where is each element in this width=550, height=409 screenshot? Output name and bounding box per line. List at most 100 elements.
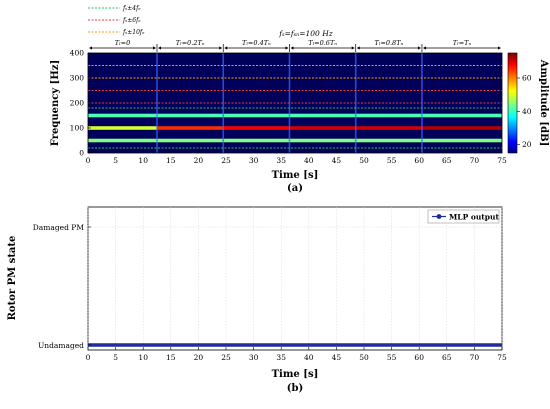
segment-arrowhead-left-1: [158, 46, 161, 50]
state-x-tick-4: 20: [194, 353, 204, 362]
band-2-segment-5: [421, 113, 502, 118]
state-plot-y-ticks: Undamaged Damaged PM: [33, 223, 91, 350]
state-x-tick-2: 10: [138, 353, 148, 362]
segment-arrowhead-right-0: [153, 46, 156, 50]
spectrogram-y-tick-3: 300: [70, 74, 85, 83]
segment-label-4: Tₗ=0.8Tₙ: [375, 39, 404, 47]
colorbar-tick-2: 60: [522, 74, 532, 83]
harmonic-lines: [88, 65, 502, 149]
spectrogram-x-tick-0: 0: [86, 156, 91, 165]
segment-arrowhead-right-4: [417, 46, 421, 50]
state-plot-y-label: Rotor PM state: [7, 236, 18, 321]
spectrogram-y-tick-2: 200: [70, 99, 85, 108]
state-x-tick-10: 50: [359, 353, 369, 362]
state-plot-x-label: Time [s]: [272, 369, 319, 380]
segment-arrowhead-right-2: [285, 46, 289, 50]
spectrogram-x-tick-13: 65: [442, 156, 452, 165]
spectrogram-x-tick-10: 50: [359, 156, 369, 165]
state-x-tick-14: 70: [470, 353, 480, 362]
state-x-tick-11: 55: [387, 353, 397, 362]
segment-arrowhead-left-3: [290, 46, 294, 50]
spectrogram-x-tick-8: 40: [304, 156, 314, 165]
segment-arrowhead-left-5: [422, 46, 426, 50]
colorbar-tick-1: 40: [522, 107, 532, 116]
state-plot-area: [87, 206, 503, 351]
band-2-segment-0: [88, 113, 157, 118]
band-0-segment-2: [223, 126, 290, 130]
band-0-segment-4: [355, 126, 422, 130]
colorbar-ticks: 20 40 60: [517, 74, 532, 149]
state-y-tick-0: Undamaged: [38, 341, 84, 350]
spectrogram-x-tick-15: 75: [497, 156, 507, 165]
spectrogram-x-label: Time [s]: [272, 170, 319, 181]
band-0-segment-1: [157, 126, 224, 130]
band-1-segment-4: [355, 138, 422, 143]
legend-label-2: fₛ±10fₑ: [122, 29, 145, 36]
harmonic-legend: fₛ±4fₑ fₛ±6fₑ fₛ±10fₑ: [88, 5, 145, 36]
band-1-segment-3: [289, 138, 356, 143]
spectrogram-x-tick-6: 30: [249, 156, 259, 165]
segment-label-3: Tₗ=0.6Tₙ: [308, 39, 337, 47]
segment-label-5: Tₗ=Tₙ: [453, 39, 472, 47]
legend-label-0: fₛ±4fₑ: [122, 5, 141, 12]
spectrogram-x-ticks: 0 5 10 15 20 25 30 35 40 45 50 55 60 65 70 75: [86, 150, 507, 165]
state-x-tick-3: 15: [166, 353, 176, 362]
state-x-tick-13: 65: [442, 353, 452, 362]
spectrogram-x-tick-4: 20: [194, 156, 204, 165]
band-2-segment-2: [223, 113, 290, 118]
segment-arrowhead-right-3: [351, 46, 355, 50]
spectrogram-x-tick-14: 70: [470, 156, 480, 165]
band-2-segment-3: [289, 113, 356, 118]
spectrogram-x-tick-2: 10: [138, 156, 148, 165]
legend-box: [427, 209, 500, 224]
spectrogram-x-tick-3: 15: [166, 156, 176, 165]
colorbar: [507, 52, 518, 154]
state-x-tick-5: 25: [221, 353, 231, 362]
legend-series-marker: [436, 214, 442, 219]
segment-arrowhead-left-2: [224, 46, 228, 50]
band-0-segment-5: [421, 126, 502, 130]
segment-arrowhead-right-1: [219, 46, 223, 50]
spectrogram-x-tick-9: 45: [332, 156, 342, 165]
segment-label-1: Tₗ=0.2Tₙ: [176, 39, 205, 47]
segment-label-2: Tₗ=0.4Tₙ: [242, 39, 271, 47]
band-0-segment-3: [289, 126, 356, 130]
colorbar-tick-0: 20: [522, 140, 532, 149]
transient-2: [222, 53, 225, 153]
state-x-tick-1: 5: [113, 353, 118, 362]
spectrogram-y-label: Frequency [Hz]: [50, 60, 61, 146]
band-1-segment-1: [157, 138, 224, 143]
state-x-tick-0: 0: [86, 353, 91, 362]
segment-arrowhead-left-4: [356, 46, 360, 50]
state-x-tick-15: 75: [497, 353, 507, 362]
band-1-segment-2: [223, 138, 290, 143]
band-1-segment-0: [88, 138, 157, 143]
spectrogram-x-tick-12: 60: [414, 156, 424, 165]
state-x-tick-6: 30: [249, 353, 259, 362]
state-x-tick-8: 40: [304, 353, 314, 362]
state-plot-x-ticks: 0 5 10 15 20 25 30 35 40 45 50 55 60 65 70 75: [86, 347, 507, 362]
spectrogram-title: fₛ=fₛₙ=100 Hz: [278, 29, 332, 38]
panel-a-label: (a): [287, 183, 303, 194]
segment-label-0: Tₗ=0: [115, 39, 131, 47]
spectrogram-y-tick-4: 400: [70, 49, 85, 58]
state-x-tick-7: 35: [276, 353, 286, 362]
band-2-segment-4: [355, 113, 422, 118]
state-plot-legend: MLP output: [427, 209, 500, 224]
panel-b-label: (b): [287, 383, 303, 394]
spectrogram-x-tick-11: 55: [387, 156, 397, 165]
segment-arrowhead-right-5: [498, 46, 501, 50]
colorbar-label: Amplitude [dB]: [538, 59, 549, 147]
spectrogram-x-tick-1: 5: [113, 156, 118, 165]
state-x-tick-12: 60: [414, 353, 424, 362]
band-1-segment-5: [421, 138, 502, 143]
legend-label-1: fₛ±6fₑ: [122, 17, 141, 24]
spectrogram-y-ticks: 0 100 200 300 400: [70, 49, 91, 158]
spectrogram-x-tick-5: 25: [221, 156, 231, 165]
transient-1: [156, 53, 158, 153]
band-2-segment-1: [157, 113, 224, 118]
spectrogram-x-tick-7: 35: [276, 156, 286, 165]
legend-series-label: MLP output: [449, 213, 499, 222]
